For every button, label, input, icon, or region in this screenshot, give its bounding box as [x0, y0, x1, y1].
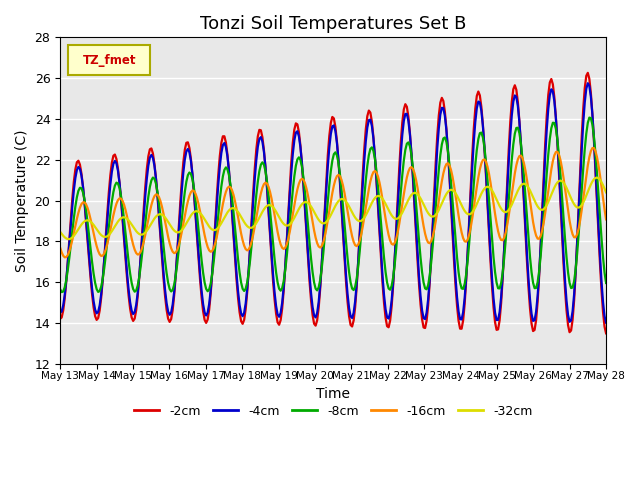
-32cm	[65, 236, 73, 242]
-2cm	[602, 330, 610, 336]
-2cm	[572, 270, 579, 276]
-4cm	[246, 244, 254, 250]
-8cm	[221, 167, 228, 173]
Line: -32cm: -32cm	[60, 178, 606, 239]
Title: Tonzi Soil Temperatures Set B: Tonzi Soil Temperatures Set B	[200, 15, 467, 33]
-16cm	[61, 254, 68, 260]
-2cm	[246, 242, 254, 248]
-8cm	[58, 289, 65, 295]
-2cm	[237, 318, 245, 324]
-8cm	[573, 251, 581, 256]
Line: -4cm: -4cm	[60, 83, 606, 323]
-16cm	[125, 221, 132, 227]
-16cm	[56, 245, 64, 251]
-16cm	[221, 194, 228, 200]
FancyBboxPatch shape	[68, 46, 150, 75]
-8cm	[296, 157, 304, 163]
-2cm	[56, 316, 64, 322]
Y-axis label: Soil Temperature (C): Soil Temperature (C)	[15, 129, 29, 272]
-4cm	[56, 310, 64, 315]
-16cm	[296, 177, 304, 183]
-2cm	[295, 129, 303, 135]
-32cm	[239, 216, 246, 222]
-16cm	[573, 231, 581, 237]
-4cm	[572, 268, 579, 274]
-8cm	[248, 240, 255, 246]
-16cm	[590, 145, 598, 151]
-4cm	[295, 133, 303, 139]
Line: -2cm: -2cm	[60, 73, 606, 333]
Line: -16cm: -16cm	[60, 148, 606, 257]
-16cm	[239, 238, 246, 243]
-32cm	[248, 225, 255, 230]
-32cm	[573, 204, 581, 210]
-16cm	[248, 238, 255, 244]
-32cm	[593, 175, 601, 180]
-4cm	[124, 270, 131, 276]
Text: TZ_fmet: TZ_fmet	[83, 54, 136, 67]
-32cm	[125, 217, 132, 223]
-2cm	[124, 276, 131, 281]
-16cm	[602, 216, 610, 222]
-4cm	[602, 320, 610, 325]
-4cm	[219, 142, 227, 148]
-4cm	[584, 80, 591, 86]
-8cm	[125, 259, 132, 264]
-32cm	[602, 190, 610, 195]
-4cm	[237, 311, 245, 316]
-32cm	[296, 204, 304, 209]
-8cm	[239, 286, 246, 292]
X-axis label: Time: Time	[316, 387, 350, 401]
-32cm	[221, 215, 228, 220]
-8cm	[602, 280, 610, 286]
-8cm	[56, 287, 64, 292]
Legend: -2cm, -4cm, -8cm, -16cm, -32cm: -2cm, -4cm, -8cm, -16cm, -32cm	[129, 400, 538, 423]
-2cm	[219, 133, 227, 139]
-2cm	[584, 70, 591, 76]
-8cm	[586, 115, 593, 120]
-32cm	[56, 229, 64, 235]
Line: -8cm: -8cm	[60, 118, 606, 292]
